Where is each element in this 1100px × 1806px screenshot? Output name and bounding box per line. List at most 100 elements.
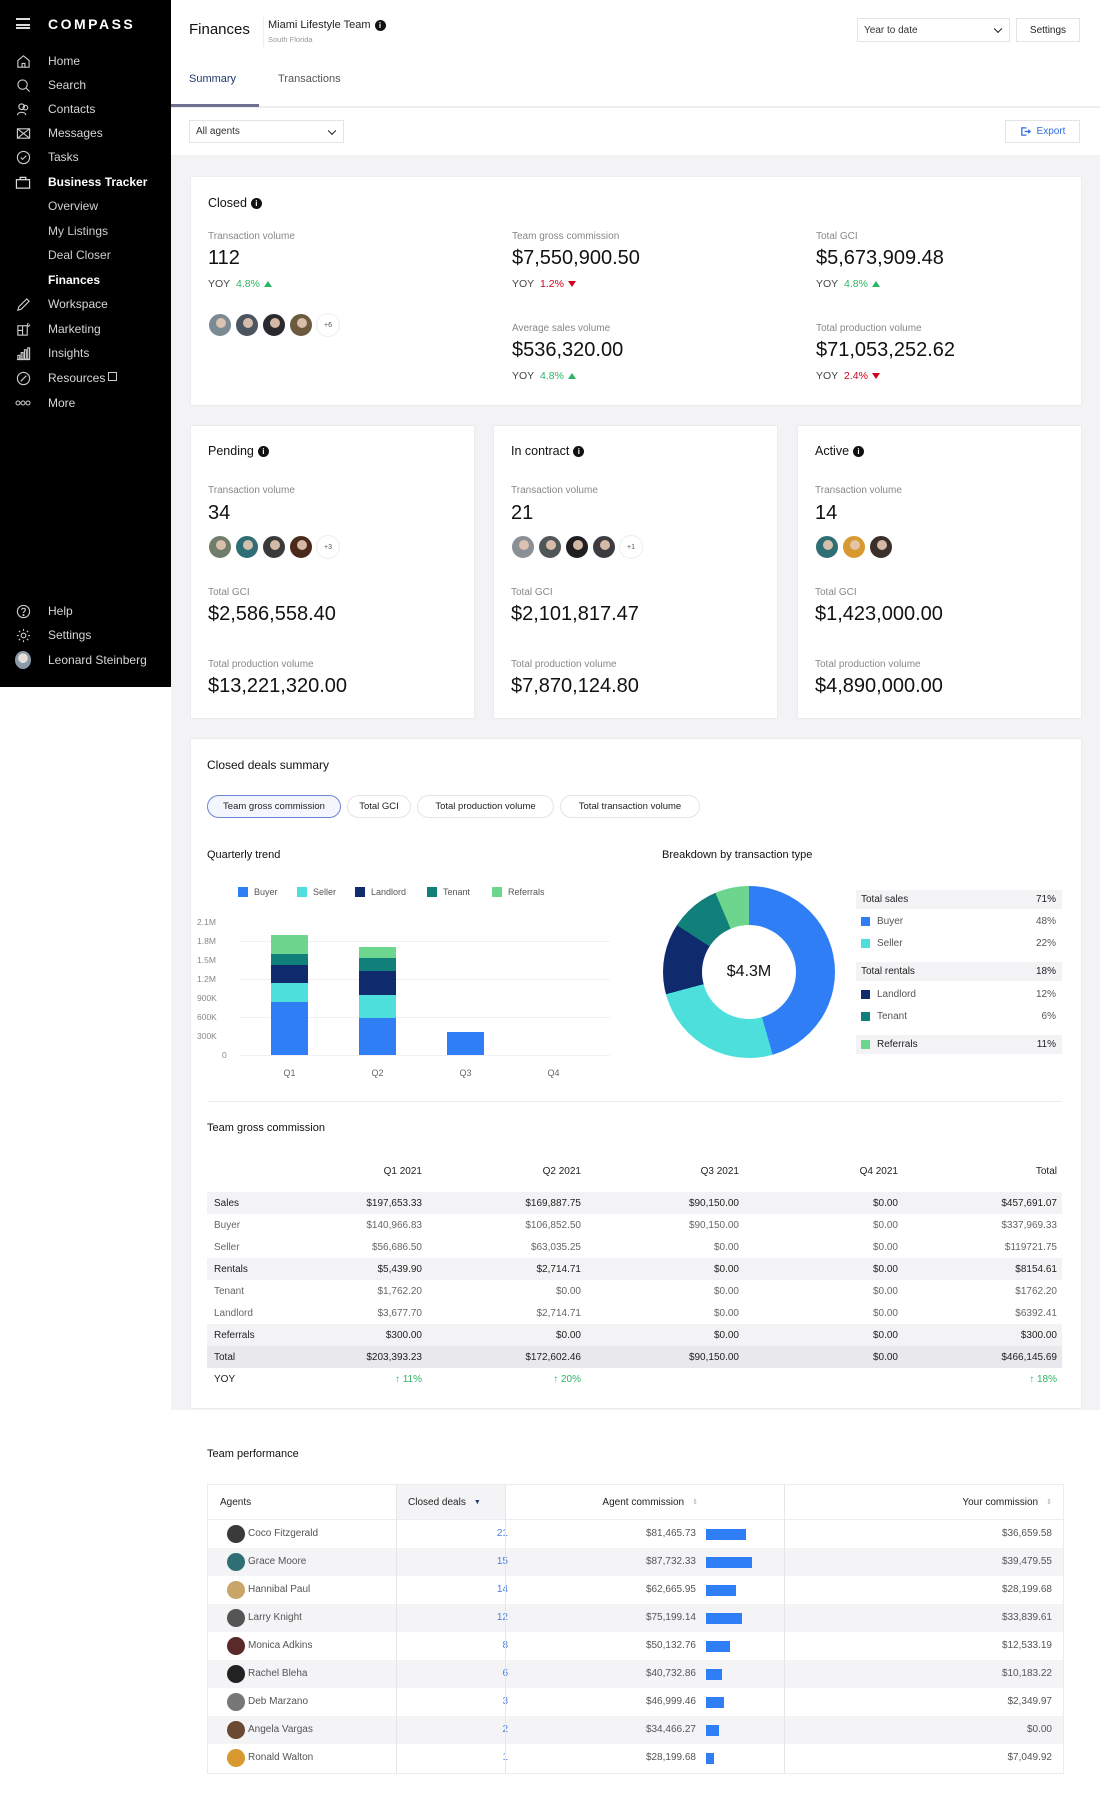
avatar	[227, 1525, 245, 1543]
export-button[interactable]: Export	[1005, 120, 1080, 143]
avatar	[815, 535, 839, 559]
metric-label: Total production volume	[511, 659, 617, 670]
chip-total-transaction-volume[interactable]: Total transaction volume	[560, 795, 700, 818]
info-icon[interactable]: i	[250, 198, 262, 210]
sidebar-item-settings[interactable]: Settings	[0, 624, 171, 646]
avatar	[235, 313, 259, 337]
metric-label: Team gross commission	[512, 231, 620, 242]
sidebar-item-contacts[interactable]: Contacts	[0, 98, 171, 120]
info-icon[interactable]: i	[257, 446, 269, 458]
agent-avatars[interactable]: +3	[208, 535, 343, 559]
sidebar-item-marketing[interactable]: Marketing	[0, 318, 171, 340]
more-avatars-badge[interactable]: +3	[316, 535, 340, 559]
closed-deals-link[interactable]: 14	[496, 1584, 508, 1595]
column-header-agent-commission[interactable]: Agent commission ⇕	[602, 1496, 698, 1508]
closed-deals-link[interactable]: 15	[496, 1556, 508, 1567]
table-row[interactable]: Grace Moore 15 $87,732.33 $39,479.55	[208, 1548, 1063, 1576]
card-title: Closed i	[208, 196, 262, 210]
column-header-agents[interactable]: Agents	[220, 1496, 252, 1508]
bar-q2-landlord[interactable]	[359, 971, 396, 995]
avatar	[227, 1693, 245, 1711]
closed-deals-link[interactable]: 12	[496, 1612, 508, 1623]
agent-avatars[interactable]: +6	[208, 313, 343, 337]
settings-button[interactable]: Settings	[1016, 18, 1080, 42]
more-avatars-badge[interactable]: +1	[619, 535, 643, 559]
bar-q1-landlord[interactable]	[271, 965, 308, 983]
table-row[interactable]: Monica Adkins8$50,132.76$12,533.19	[208, 1632, 1063, 1660]
tab-transactions[interactable]: Transactions	[278, 73, 341, 85]
legend-buyer: Buyer	[238, 887, 278, 897]
bar-q1-seller[interactable]	[271, 983, 308, 1002]
closed-deals-link[interactable]: 6	[398, 1668, 508, 1679]
chip-total-production-volume[interactable]: Total production volume	[417, 795, 554, 818]
closed-deals-link[interactable]: 8	[398, 1640, 508, 1651]
agent-avatars[interactable]: +1	[511, 535, 646, 559]
sidebar-item-my-listings[interactable]: My Listings	[48, 224, 109, 238]
mail-icon	[15, 125, 31, 141]
avatar	[227, 1553, 245, 1571]
table-row[interactable]: Hannibal Paul 14 $62,665.95 $28,199.68	[208, 1576, 1063, 1604]
y-tick: 900K	[197, 993, 217, 1003]
bar-q2-tenant[interactable]	[359, 958, 396, 971]
chip-total-gci[interactable]: Total GCI	[347, 795, 411, 818]
menu-icon[interactable]	[16, 18, 30, 29]
compass-logo[interactable]: COMPASS	[48, 16, 136, 32]
y-tick: 600K	[197, 1012, 217, 1022]
column-header: Q1 2021	[383, 1166, 422, 1177]
sidebar-item-more[interactable]: More	[0, 392, 171, 414]
info-icon[interactable]: i	[573, 446, 585, 458]
closed-deals-link[interactable]: 21	[496, 1528, 508, 1539]
avatar	[592, 535, 616, 559]
sidebar-item-profile[interactable]: Leonard Steinberg	[0, 649, 171, 671]
avatar	[227, 1581, 245, 1599]
period-select[interactable]: Year to date	[857, 18, 1010, 42]
bar-q3-buyer[interactable]	[447, 1032, 484, 1055]
table-row[interactable]: Rachel Bleha6$40,732.86$10,183.22	[208, 1660, 1063, 1688]
sidebar-item-business-tracker[interactable]: Business Tracker	[0, 171, 171, 193]
bar-q1-buyer[interactable]	[271, 1001, 308, 1055]
bar-q1-referrals[interactable]	[271, 935, 308, 954]
table-row[interactable]: Coco Fitzgerald 21 $81,465.73 $36,659.58	[208, 1520, 1063, 1548]
table-row[interactable]: Larry Knight 12 $75,199.14 $33,839.61	[208, 1604, 1063, 1632]
info-icon[interactable]: i	[853, 446, 865, 458]
sidebar-item-tasks[interactable]: Tasks	[0, 146, 171, 168]
info-icon[interactable]: i	[374, 19, 386, 31]
column-header-your-commission[interactable]: Your commission ⇕	[962, 1496, 1052, 1508]
table-row[interactable]: Ronald Walton1$28,199.68$7,049.92	[208, 1744, 1063, 1772]
agent-filter-select[interactable]: All agents	[189, 120, 344, 143]
bar-q1-tenant[interactable]	[271, 954, 308, 965]
metric-label: Total production volume	[815, 659, 921, 670]
column-header-closed-deals[interactable]: Closed deals ▼	[408, 1496, 481, 1508]
bar-q2-seller[interactable]	[359, 995, 396, 1018]
closed-deals-link[interactable]: 2	[398, 1724, 508, 1735]
avatar	[842, 535, 866, 559]
arrow-down-icon	[567, 281, 576, 287]
x-tick: Q4	[547, 1068, 560, 1078]
agent-avatars[interactable]	[815, 535, 896, 559]
more-avatars-badge[interactable]: +6	[316, 313, 340, 337]
avatar	[227, 1721, 245, 1739]
sidebar-item-home[interactable]: Home	[0, 50, 171, 72]
table-row[interactable]: Deb Marzano3$46,999.46$2,349.97	[208, 1688, 1063, 1716]
sidebar-item-insights[interactable]: Insights	[0, 342, 171, 364]
quarterly-trend-title: Quarterly trend	[207, 849, 281, 861]
sidebar-item-finances[interactable]: Finances	[48, 273, 101, 287]
sidebar-item-overview[interactable]: Overview	[48, 199, 99, 213]
sidebar-item-help[interactable]: Help	[0, 600, 171, 622]
sidebar-item-resources[interactable]: Resources	[0, 367, 171, 389]
search-icon	[15, 77, 31, 93]
sidebar-item-workspace[interactable]: Workspace	[0, 293, 171, 315]
tab-summary[interactable]: Summary	[189, 73, 237, 85]
sort-icon: ⇕	[692, 1499, 698, 1506]
chip-team-gross-commission[interactable]: Team gross commission	[207, 795, 341, 818]
sidebar-item-search[interactable]: Search	[0, 74, 171, 96]
legend-row: Total sales 71%	[856, 890, 1062, 909]
metric-label: Total GCI	[208, 587, 250, 598]
sidebar-item-deal-closer[interactable]: Deal Closer	[48, 248, 111, 262]
sidebar-item-messages[interactable]: Messages	[0, 122, 171, 144]
bar-q2-buyer[interactable]	[359, 1018, 396, 1055]
closed-deals-link[interactable]: 3	[398, 1696, 508, 1707]
closed-deals-link[interactable]: 1	[398, 1752, 508, 1763]
table-row[interactable]: Angela Vargas2$34,466.27$0.00	[208, 1716, 1063, 1744]
bar-q2-referrals[interactable]	[359, 947, 396, 958]
